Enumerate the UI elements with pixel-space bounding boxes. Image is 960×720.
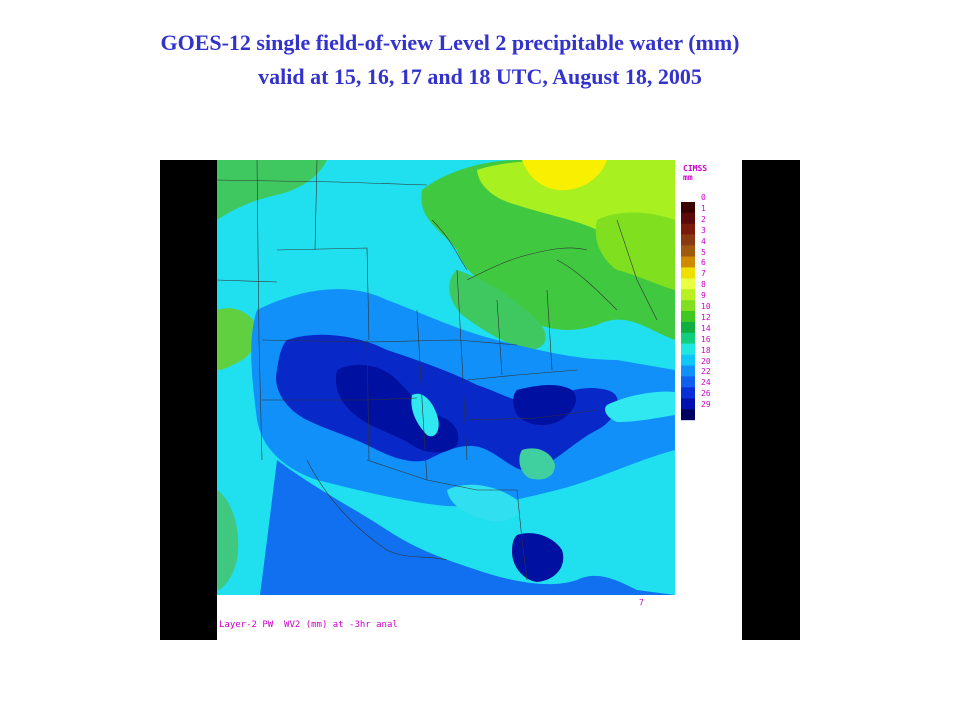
legend-level-label: 1 [701,203,706,213]
legend-swatch [681,311,695,323]
legend-swatch [681,278,695,290]
map-southwest-green-region [217,490,239,590]
legend-level-label: 22 [701,367,711,377]
legend-level-label: 10 [701,302,711,311]
legend-swatch [681,365,695,377]
legend-level-label: 20 [701,356,711,366]
legend-swatch [681,256,695,268]
legend-swatch [681,245,695,257]
caption-strip [217,618,742,640]
map-cyan-patch-south [447,484,520,522]
map-cyan-streak [411,393,439,437]
map-northeast-green-region [595,212,675,290]
legend-swatch [681,289,695,301]
map-south-blue-region [257,460,675,618]
legend-level-label: 24 [701,378,711,388]
map-cyan-streak-east [605,391,675,422]
legend-level-label: 26 [701,389,711,399]
legend-swatch [681,202,695,214]
map-corner-mark: 7 [639,598,644,607]
legend-level-label: 18 [701,345,711,355]
map-boundary-lines [217,160,658,581]
legend-unit: mm [683,173,693,182]
map-caption: Layer-2 PW WV2 (mm) at -3hr anal [219,620,398,630]
legend-title-line-1: CIMSS [683,164,708,173]
legend-level-label: 12 [701,312,711,322]
legend-level-label: 16 [701,334,711,344]
map-northwest-green-region [217,160,327,220]
legend-level-label: 6 [701,258,706,268]
legend-level-label: 7 [701,269,706,279]
legend-swatch [681,387,695,399]
left-black-bar [160,160,217,640]
legend-swatch [681,332,695,344]
legend-level-label: 3 [701,225,706,235]
legend-swatch [681,398,695,410]
legend-swatch [681,212,695,224]
legend-swatches [681,202,695,421]
legend-level-label: 4 [701,236,706,246]
map-west-green-region [217,308,258,370]
map-green-patch-southeast [519,448,555,480]
legend-level-label: 8 [701,280,706,290]
title-line-2: valid at 15, 16, 17 and 18 UTC, August 1… [258,64,702,89]
legend-level-label: 2 [701,214,706,224]
legend-swatch [681,223,695,235]
legend-level-label: 9 [701,291,706,301]
legend-title: CIMSS mm [683,164,707,182]
legend-swatch [681,321,695,333]
legend-swatch [681,354,695,366]
map-image [217,160,742,640]
legend-swatch [681,343,695,355]
legend-level-label: 29 [701,400,711,410]
legend-level-label: 5 [701,247,706,257]
map-north-yellow-region [522,160,607,191]
legend-swatch [681,376,695,388]
legend-level-label: 14 [701,323,711,333]
legend-swatch [681,300,695,312]
title-line-1: GOES-12 single field-of-view Level 2 pre… [160,30,740,55]
legend-level-label: 0 [701,193,706,202]
map-south-navy-core [512,533,564,582]
right-black-bar [742,160,800,640]
legend-swatch [681,267,695,279]
legend-swatch [681,234,695,246]
legend-swatch [681,409,695,421]
map-bottom-margin [217,595,675,618]
slide-title: GOES-12 single field-of-view Level 2 pre… [0,26,960,94]
precipitable-water-map: CIMSS mm 0 1 2 3 4 5 6 7 8 9 10 12 14 16 18 20 22 24 26 29 … [217,160,742,640]
